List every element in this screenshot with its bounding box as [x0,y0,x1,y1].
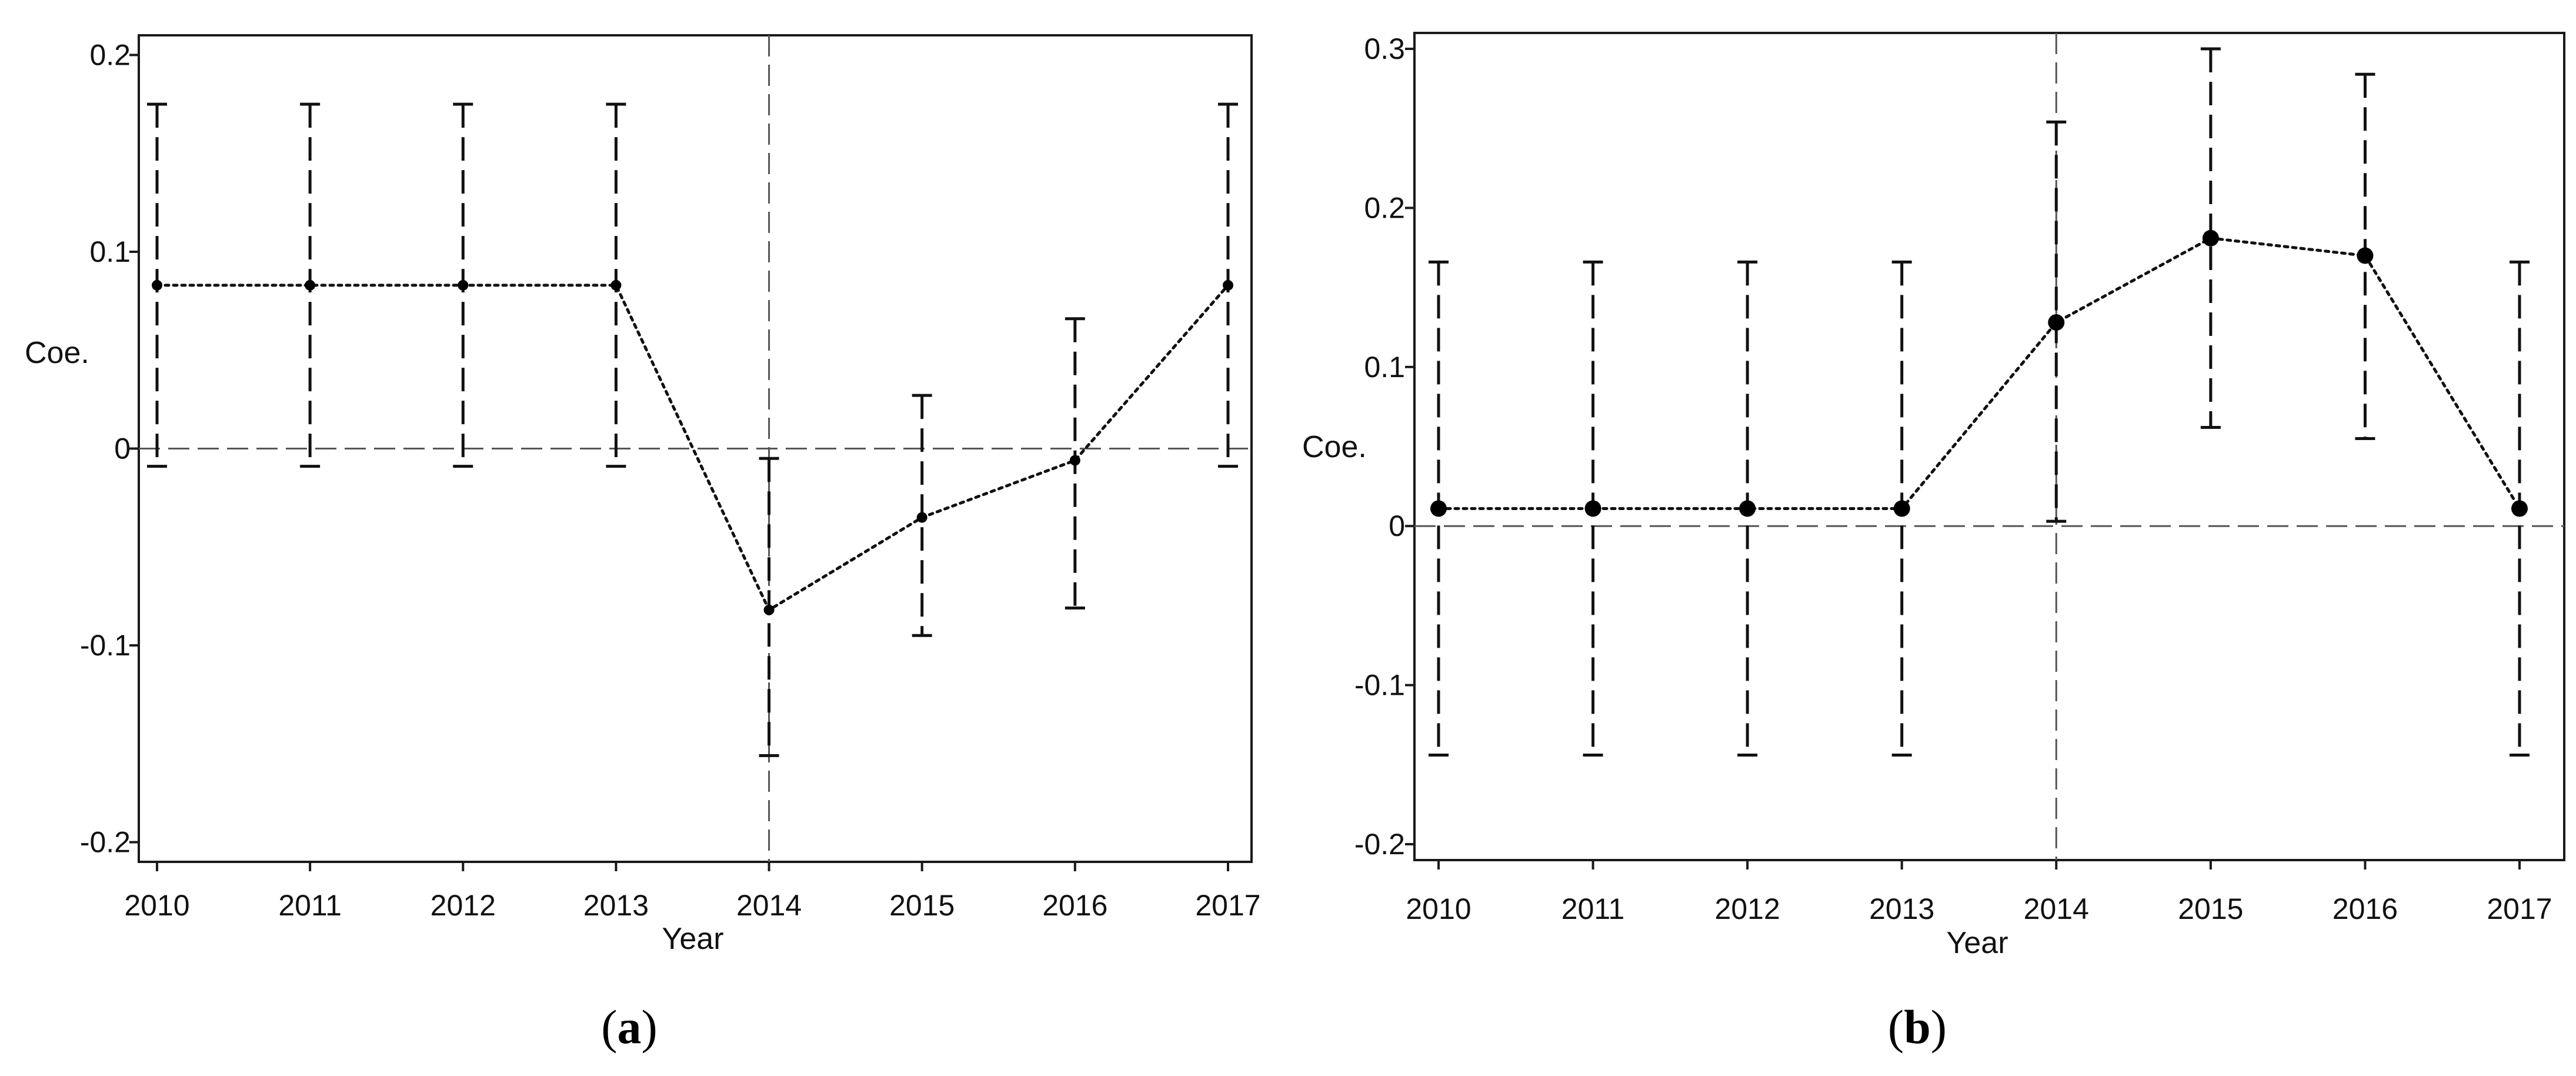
x-tick-label: 2016 [2333,892,2398,925]
x-tick-label: 2015 [2178,892,2243,925]
y-tick-label: -0.1 [80,629,131,662]
y-tick-label: 0.2 [89,38,131,71]
y-tick-label: 0.2 [1364,191,1405,224]
data-point [1430,500,1447,517]
data-point [1739,500,1756,517]
data-point [1069,455,1080,466]
data-point [1584,500,1601,517]
data-point [1893,500,1910,517]
x-tick-label: 2011 [278,889,342,922]
x-tick-label: 2017 [2487,892,2552,925]
x-tick-label: 2012 [431,889,496,922]
x-tick-label: 2010 [1406,892,1471,925]
x-tick-label: 2017 [1195,889,1260,922]
x-tick-label: 2012 [1715,892,1780,925]
series-line [1437,236,2521,510]
x-tick-label: 2015 [889,889,955,922]
y-tick-label: 0 [1389,509,1405,542]
data-point [2511,500,2528,517]
y-axis-title: Coe. [1302,430,1367,464]
chart-panel-a: -0.2 -0.1 0 0.1 0.2 2010 2011 2012 2013 2014 2015 2… [25,34,1261,1054]
data-point [2202,229,2219,246]
data-point [916,512,927,523]
data-point [2357,247,2374,264]
y-tick-label: -0.2 [80,826,131,859]
panel-label-b: (b) [1888,1000,1947,1054]
x-axis-title: Year [1946,926,2008,960]
series-line [155,284,1230,612]
data-point [458,279,469,291]
y-axis-title: Coe. [25,336,89,370]
data-point [1223,279,1233,291]
chart-panel-b: -0.2 -0.1 0 0.1 0.2 0.3 2010 2011 2012 2013 2014 20… [1302,32,2565,1054]
x-tick-label: 2014 [2024,892,2089,925]
data-point [763,604,775,615]
data-point [152,279,162,291]
y-tick-label: 0.1 [89,235,131,268]
x-tick-label: 2016 [1042,889,1107,922]
y-tick-label: 0 [114,432,131,465]
y-tick-label: -0.2 [1354,828,1405,861]
plot-frame [1413,32,2565,861]
data-point [305,279,316,291]
x-axis-title: Year [662,922,723,956]
x-tick-label: 2010 [124,889,189,922]
data-point [610,279,622,291]
x-tick-label: 2014 [736,889,802,922]
y-tick-label: -0.1 [1354,669,1405,702]
x-tick-label: 2011 [1561,892,1625,925]
y-tick-label: 0.3 [1364,32,1405,65]
data-point [2048,314,2065,331]
x-tick-label: 2013 [1869,892,1934,925]
panel-label-a: (a) [601,1000,658,1054]
y-tick-label: 0.1 [1364,351,1405,384]
x-tick-label: 2013 [583,889,649,922]
